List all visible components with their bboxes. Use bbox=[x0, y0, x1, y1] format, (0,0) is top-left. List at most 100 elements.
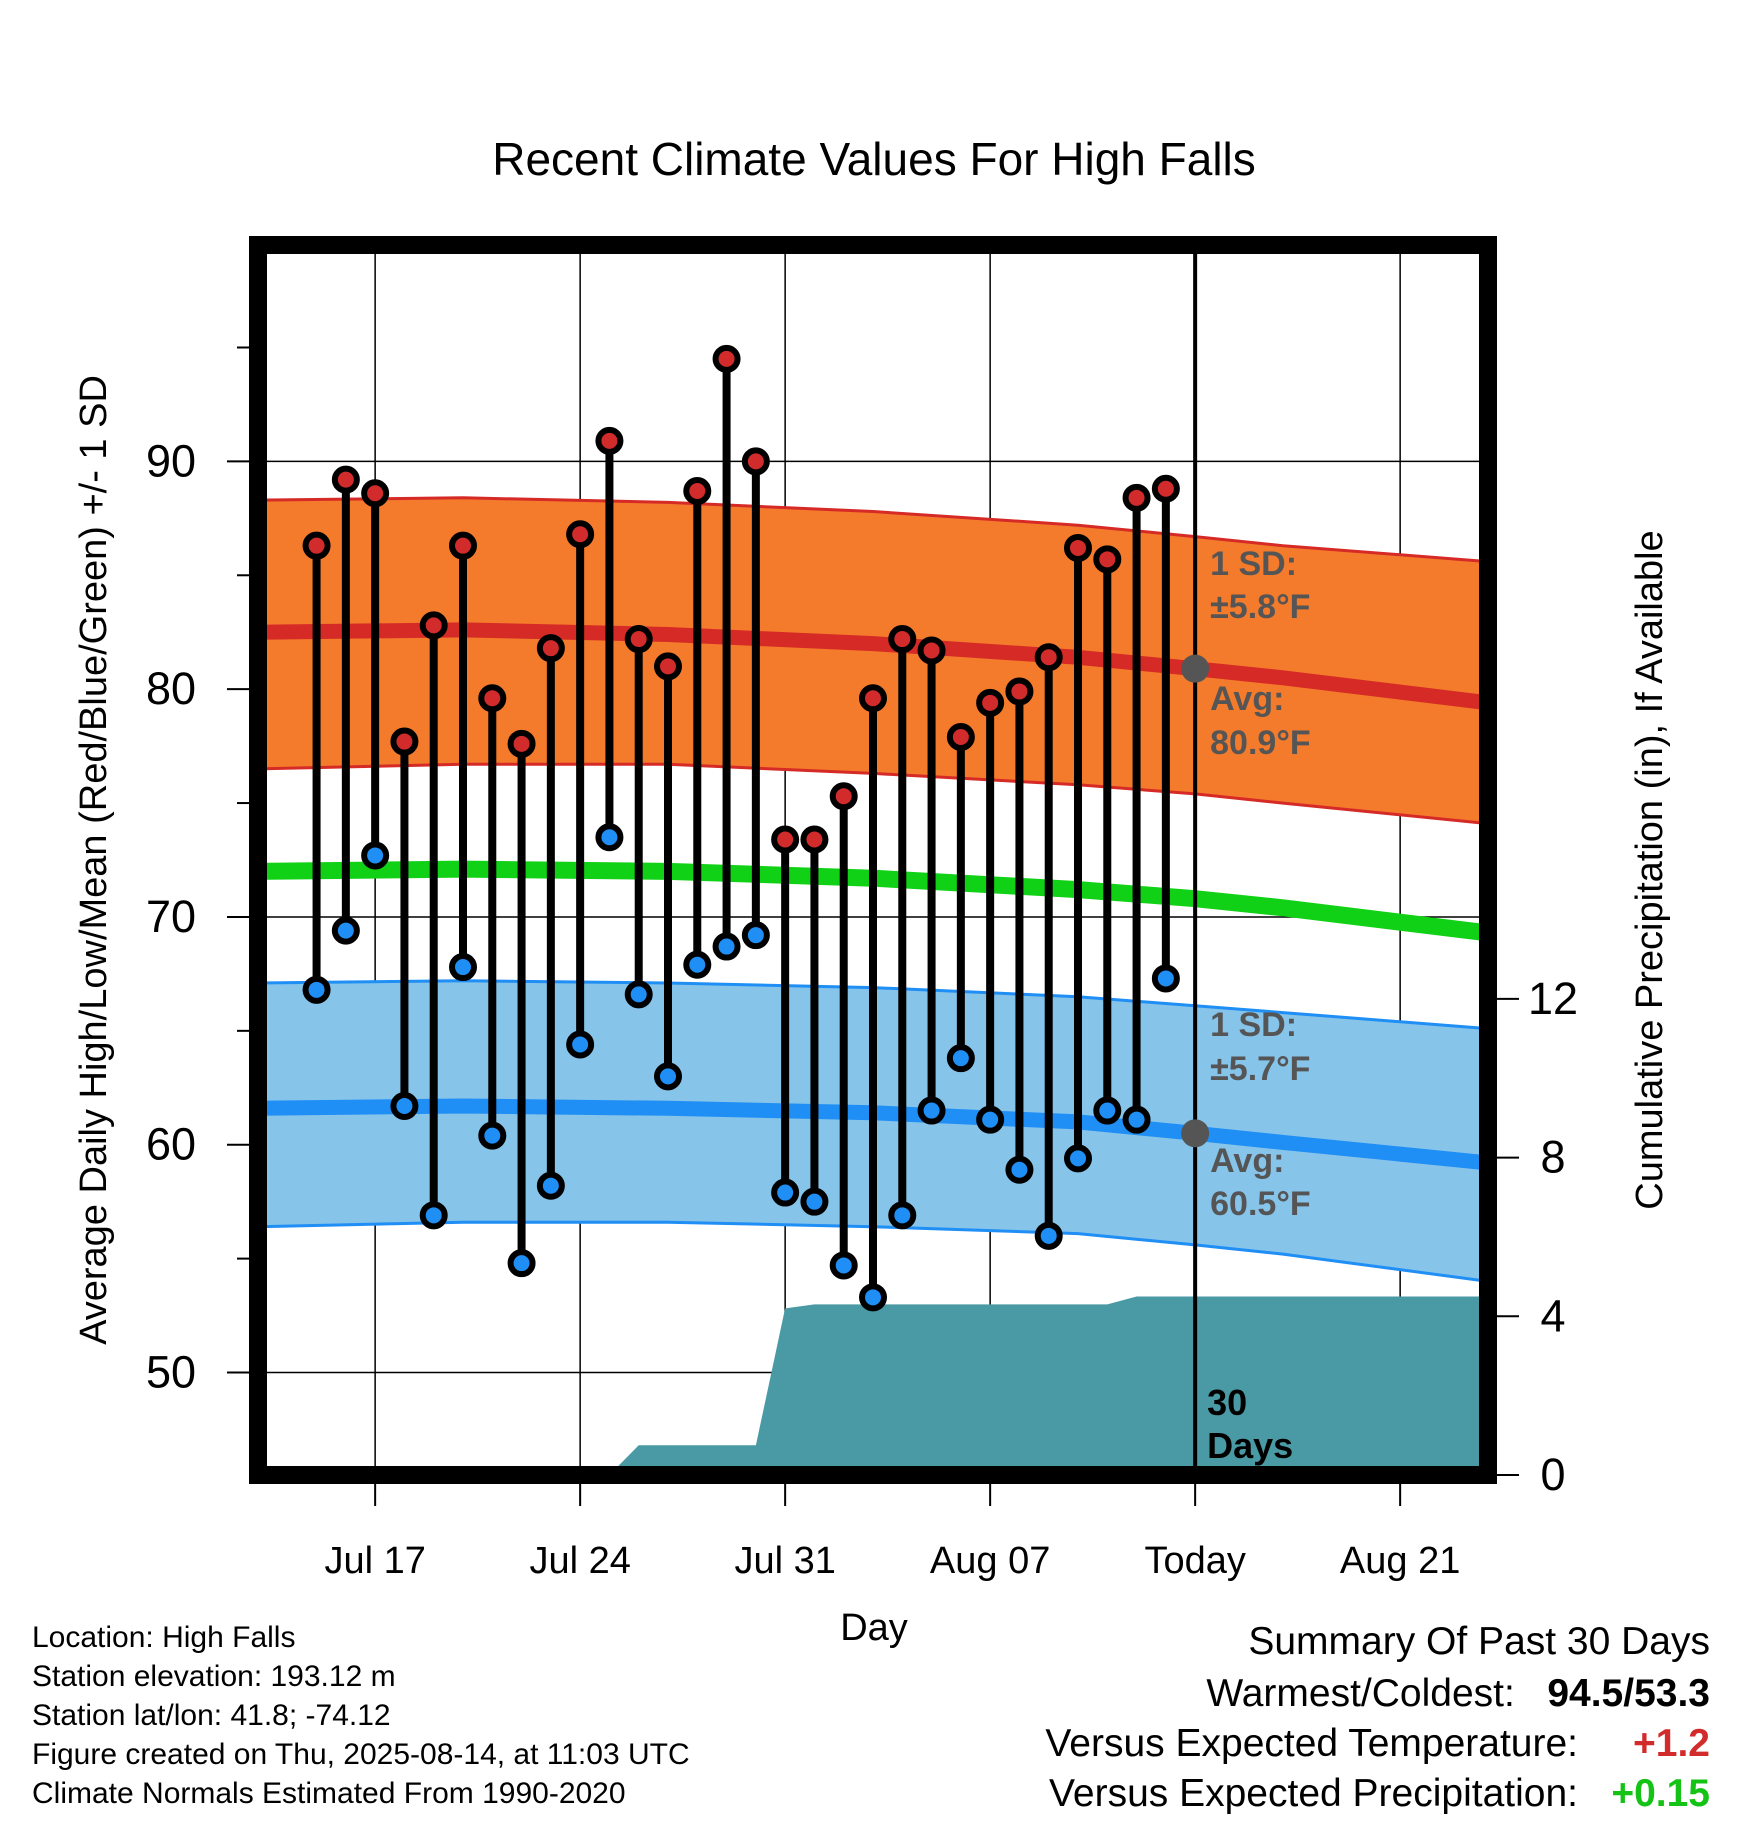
normal-high-line bbox=[258, 622, 1488, 711]
daily-low-point bbox=[1093, 1096, 1122, 1125]
daily-high-point bbox=[829, 782, 858, 811]
daily-high-point bbox=[1034, 643, 1063, 672]
daily-low-point bbox=[302, 975, 331, 1004]
daily-low-point bbox=[712, 932, 741, 961]
summary-precip: Versus Expected Precipitation: +0.15 bbox=[1049, 1772, 1710, 1816]
daily-low-point bbox=[536, 1171, 565, 1200]
temp-value: +1.2 bbox=[1633, 1722, 1710, 1765]
daily-low-point bbox=[976, 1105, 1005, 1134]
warm-cold-separator: / bbox=[1623, 1672, 1635, 1715]
y-tick-label: 50 bbox=[146, 1347, 196, 1398]
daily-low-point bbox=[449, 953, 477, 982]
daily-low-point bbox=[917, 1096, 946, 1125]
today-days-label: Days bbox=[1207, 1425, 1293, 1466]
daily-high-point bbox=[1005, 677, 1034, 706]
daily-low-point bbox=[1005, 1155, 1034, 1184]
daily-high-point bbox=[859, 684, 887, 713]
daily-low-point bbox=[946, 1044, 975, 1073]
daily-low-point bbox=[800, 1187, 829, 1216]
daily-high-point bbox=[624, 625, 653, 654]
normal-mean-line bbox=[258, 860, 1488, 942]
daily-high-point bbox=[361, 479, 390, 508]
coldest-value: 53.3 bbox=[1634, 1672, 1710, 1715]
normal-low-line bbox=[258, 1098, 1488, 1171]
daily-high-point bbox=[888, 625, 917, 654]
y2-tick-label: 12 bbox=[1528, 973, 1578, 1024]
daily-high-point bbox=[331, 465, 360, 494]
daily-low-point bbox=[624, 980, 653, 1009]
summary-warm-cold: Warmest/Coldest: 94.5/53.3 bbox=[1206, 1672, 1710, 1716]
daily-low-point bbox=[683, 950, 712, 979]
daily-high-point bbox=[419, 611, 448, 640]
daily-low-point bbox=[331, 916, 360, 945]
daily-high-point bbox=[449, 531, 477, 560]
daily-high-point bbox=[1122, 483, 1151, 512]
daily-high-point bbox=[1093, 545, 1122, 574]
daily-high-point bbox=[566, 520, 595, 549]
daily-low-point bbox=[771, 1178, 800, 1207]
summary-temp: Versus Expected Temperature: +1.2 bbox=[1045, 1722, 1710, 1766]
created-text: Figure created on Thu, 2025-08-14, at 11… bbox=[32, 1738, 690, 1771]
daily-low-point bbox=[1064, 1144, 1092, 1173]
daily-low-point bbox=[829, 1251, 858, 1280]
low-sd-band-upper-edge bbox=[258, 979, 1488, 1031]
normals-text: Climate Normals Estimated From 1990-2020 bbox=[32, 1777, 626, 1810]
warmest-value: 94.5 bbox=[1547, 1672, 1624, 1715]
daily-high-point bbox=[683, 477, 712, 505]
high-sd-band-upper-edge bbox=[258, 496, 1488, 564]
elevation-text: Station elevation: 193.12 m bbox=[32, 1660, 396, 1693]
low-avg-dot bbox=[1181, 1119, 1210, 1148]
daily-high-point bbox=[595, 426, 624, 455]
precip-label: Versus Expected Precipitation: bbox=[1049, 1772, 1578, 1815]
x-tick-label: Aug 07 bbox=[930, 1540, 1050, 1582]
warm-cold-label: Warmest/Coldest: bbox=[1206, 1672, 1515, 1715]
daily-high-point bbox=[771, 825, 800, 854]
daily-high-point bbox=[1064, 533, 1092, 562]
high-sd-band bbox=[258, 497, 1488, 824]
chart-title: Recent Climate Values For High Falls bbox=[492, 133, 1256, 185]
daily-high-point bbox=[478, 684, 507, 713]
daily-low-point bbox=[859, 1283, 887, 1312]
x-axis-label: Day bbox=[840, 1607, 908, 1649]
precip-area bbox=[609, 1296, 1488, 1475]
y2-tick-label: 0 bbox=[1540, 1449, 1565, 1500]
plot-frame bbox=[249, 236, 1497, 1484]
daily-low-point bbox=[507, 1249, 536, 1278]
y-tick-label: 70 bbox=[146, 891, 196, 942]
daily-high-point bbox=[302, 531, 331, 560]
y-axis-label: Average Daily High/Low/Mean (Red/Blue/Gr… bbox=[73, 375, 115, 1345]
low-sd-band-lower-edge bbox=[258, 1220, 1488, 1283]
daily-high-point bbox=[507, 729, 536, 758]
daily-low-point bbox=[390, 1092, 419, 1120]
y2-tick-label: 8 bbox=[1540, 1132, 1565, 1183]
x-tick-label: Jul 24 bbox=[529, 1540, 630, 1582]
precip-value: +0.15 bbox=[1611, 1772, 1710, 1815]
daily-high-point bbox=[976, 688, 1005, 717]
x-tick-label: Today bbox=[1144, 1540, 1245, 1582]
daily-low-point bbox=[888, 1201, 917, 1230]
daily-high-point bbox=[536, 634, 565, 663]
daily-low-point bbox=[595, 823, 624, 852]
high-sd-label: 1 SD: bbox=[1210, 545, 1297, 583]
daily-low-point bbox=[566, 1030, 595, 1059]
low-sd-label: 1 SD: bbox=[1210, 1006, 1297, 1044]
y2-axis-label: Cumulative Precipitation (in), If Availa… bbox=[1629, 530, 1671, 1209]
latlon-text: Station lat/lon: 41.8; -74.12 bbox=[32, 1699, 391, 1732]
summary-title: Summary Of Past 30 Days bbox=[1248, 1620, 1710, 1663]
x-tick-label: Jul 17 bbox=[324, 1540, 425, 1582]
daily-high-point bbox=[654, 652, 682, 681]
y-tick-label: 90 bbox=[146, 435, 196, 486]
temp-label: Versus Expected Temperature: bbox=[1045, 1722, 1578, 1765]
daily-low-point bbox=[361, 841, 390, 870]
low-sd-value: ±5.7°F bbox=[1210, 1050, 1310, 1088]
high-sd-value: ±5.8°F bbox=[1210, 588, 1310, 626]
high-avg-value: 80.9°F bbox=[1210, 724, 1311, 762]
daily-low-point bbox=[1151, 964, 1180, 993]
y-tick-label: 80 bbox=[146, 663, 196, 714]
daily-low-point bbox=[478, 1121, 507, 1150]
daily-high-point bbox=[712, 344, 741, 373]
daily-high-point bbox=[800, 825, 829, 854]
y-tick-label: 60 bbox=[146, 1119, 196, 1170]
location-text: Location: High Falls bbox=[32, 1621, 296, 1654]
today-days-number: 30 bbox=[1207, 1382, 1247, 1423]
